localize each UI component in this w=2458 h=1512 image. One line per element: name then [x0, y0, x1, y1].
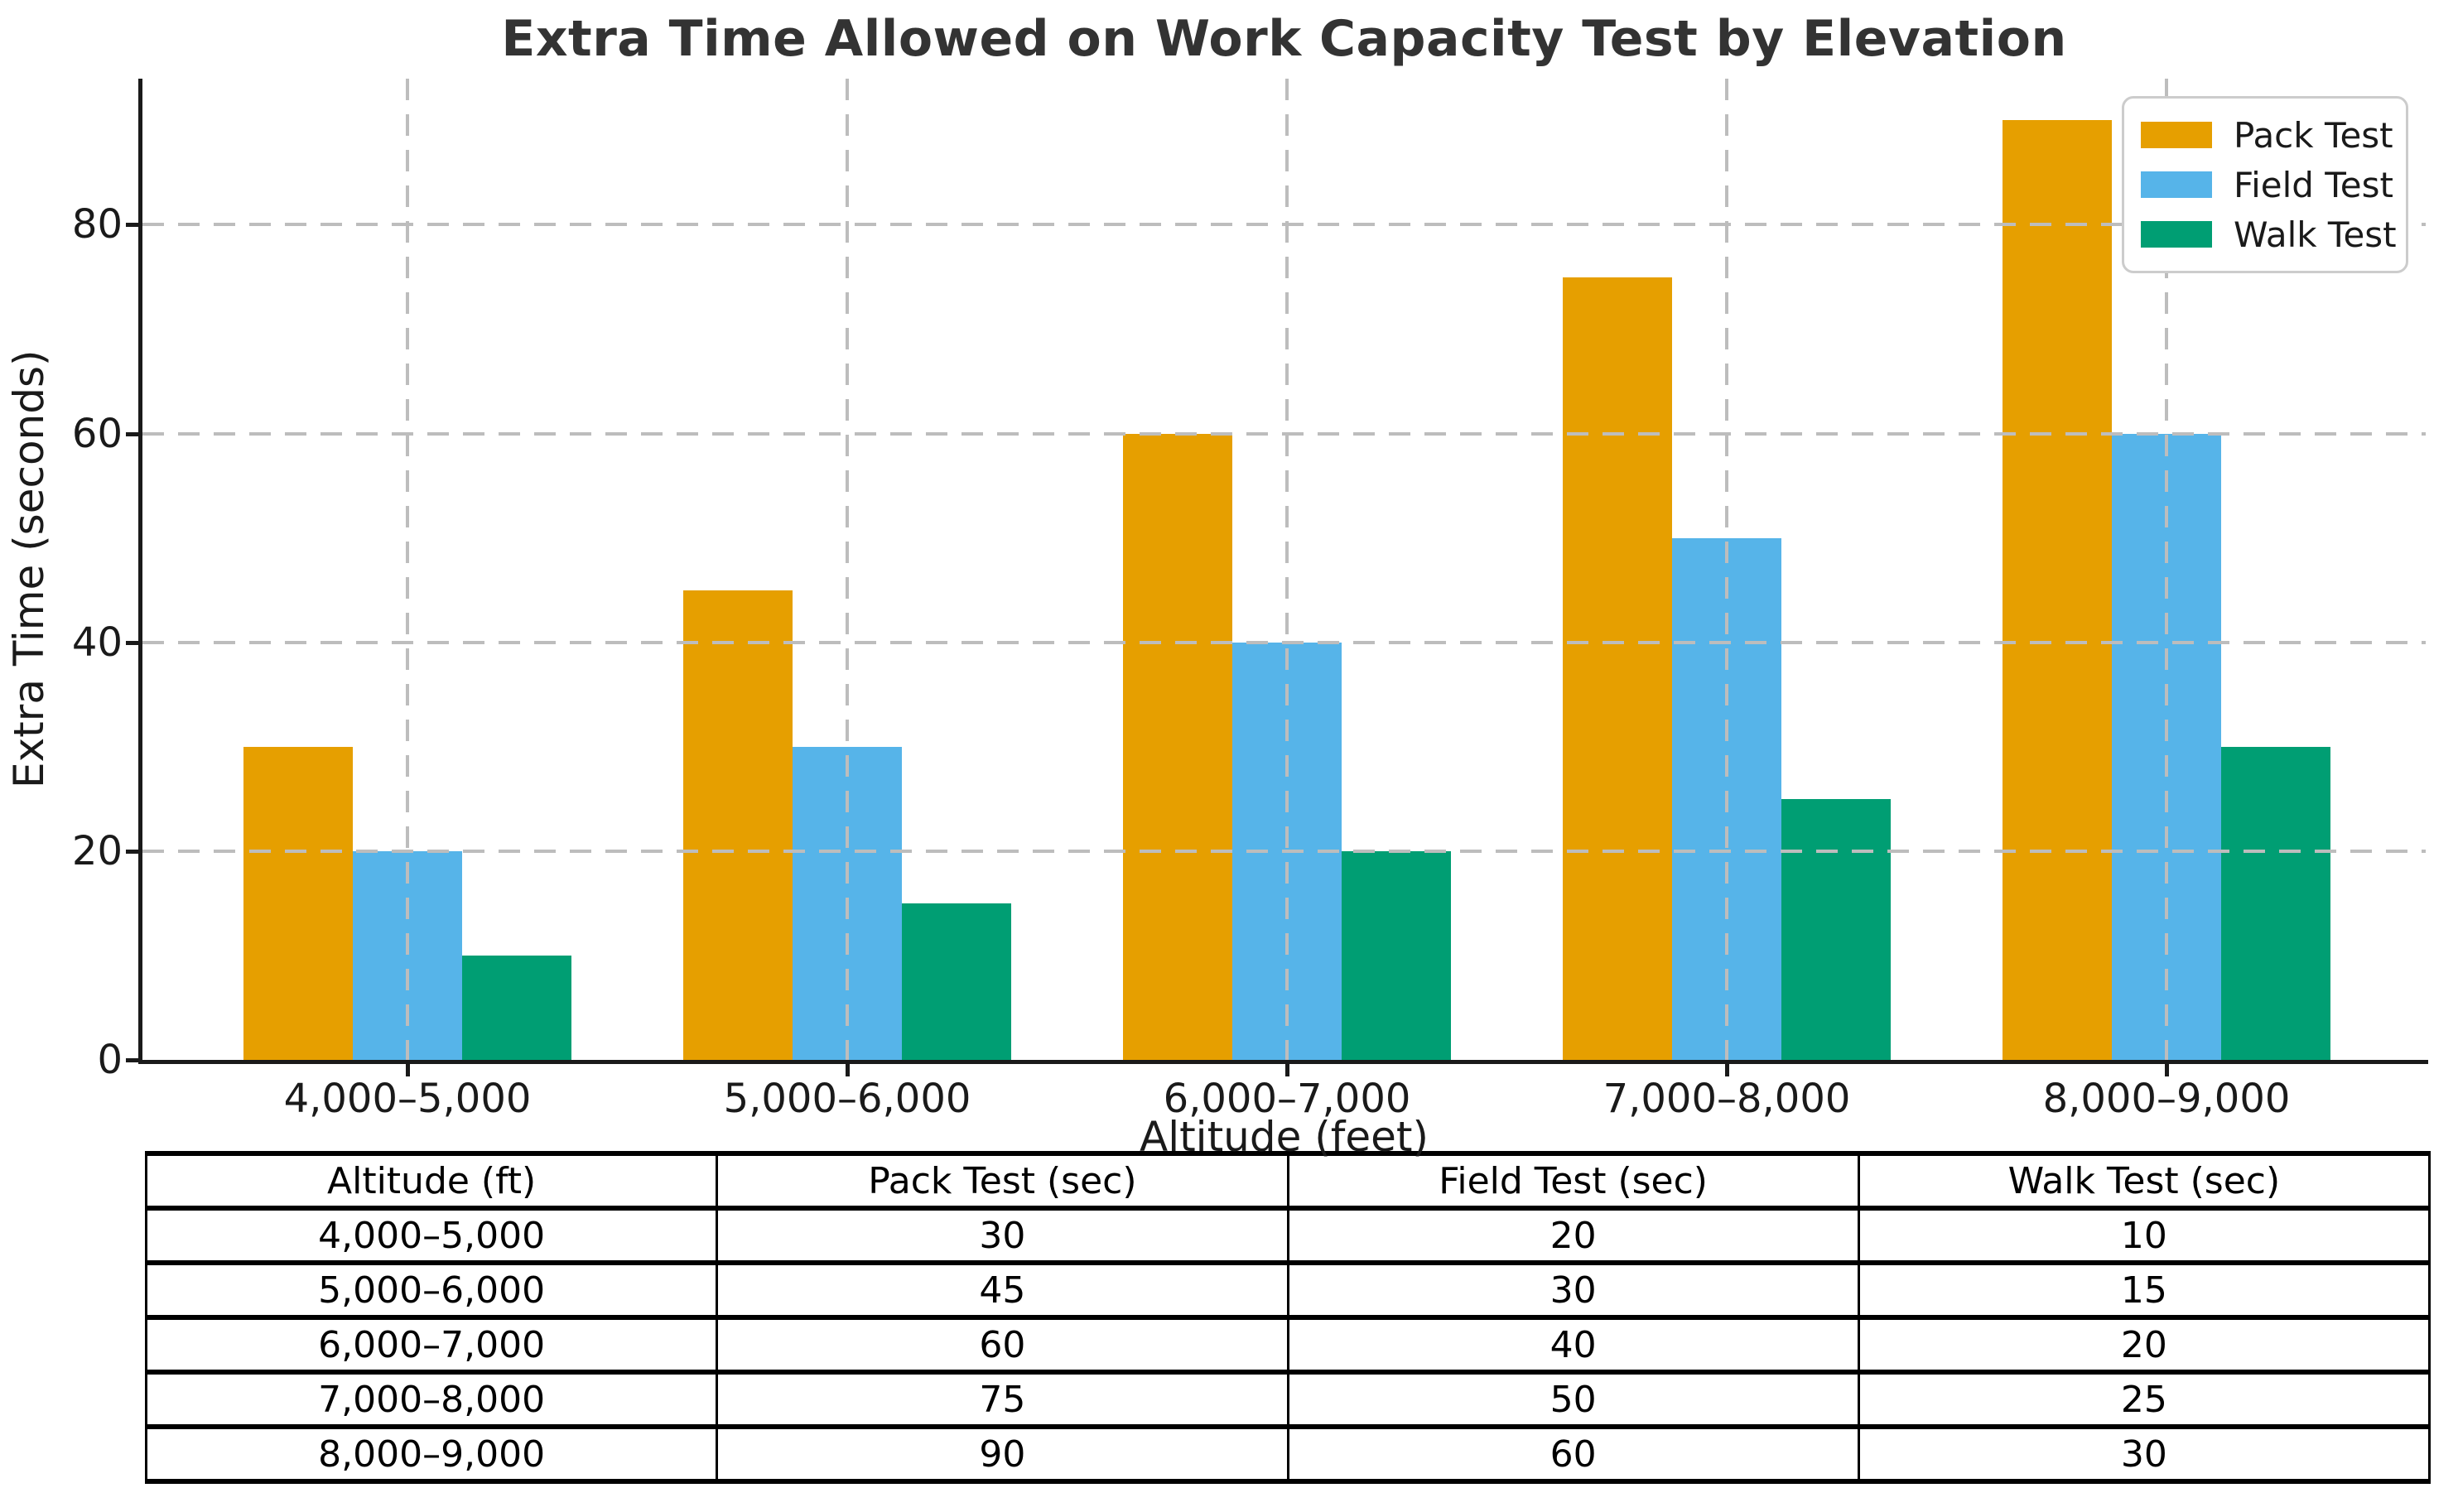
x-tick-mark	[846, 1064, 850, 1076]
x-axis-spine	[138, 1060, 2428, 1064]
table-header-cell: Walk Test (sec)	[1857, 1151, 2431, 1211]
bar-pack-test	[1123, 433, 1232, 1060]
legend-swatch-field-test	[2141, 171, 2212, 198]
table-row: 5,000–6,000 45 30 15	[144, 1260, 2431, 1320]
table-body: 4,000–5,000 30 20 10 5,000–6,000 45 30 15 6,000–…	[144, 1206, 2431, 1484]
v-gridline	[846, 79, 849, 1060]
x-tick-label: 7,000–8,000	[1603, 1076, 1851, 1122]
legend-item-label: Pack Test	[2234, 114, 2393, 156]
table-cell: 45	[716, 1260, 1289, 1320]
legend-item: Walk Test	[2141, 209, 2406, 259]
bar-pack-test	[683, 590, 793, 1060]
h-gridline	[142, 223, 2426, 227]
table-row: 6,000–7,000 60 40 20	[144, 1315, 2431, 1375]
table-header-cell: Field Test (sec)	[1286, 1151, 1860, 1211]
h-gridline	[142, 431, 2426, 436]
plot-area	[142, 79, 2426, 1060]
legend-item-label: Walk Test	[2234, 214, 2397, 255]
table-cell: 30	[1857, 1424, 2431, 1484]
x-tick-mark	[1285, 1064, 1289, 1076]
table-cell: 10	[1857, 1206, 2431, 1265]
bar-walk-test	[2221, 746, 2330, 1060]
y-axis-spine	[138, 79, 142, 1064]
table-cell: 6,000–7,000	[144, 1315, 719, 1375]
table-cell: 8,000–9,000	[144, 1424, 719, 1484]
bar-pack-test	[243, 746, 353, 1060]
table-cell: 90	[716, 1424, 1289, 1484]
table-cell: 20	[1286, 1206, 1860, 1265]
table-cell: 25	[1857, 1370, 2431, 1429]
v-gridline	[406, 79, 409, 1060]
y-tick-label: 20	[71, 827, 123, 874]
x-tick-label: 5,000–6,000	[723, 1076, 971, 1122]
y-tick-mark	[126, 640, 138, 645]
table-header-cell: Pack Test (sec)	[716, 1151, 1289, 1211]
y-tick-mark	[126, 1058, 138, 1062]
table-cell: 7,000–8,000	[144, 1370, 719, 1429]
x-tick-mark	[2165, 1064, 2169, 1076]
table-cell: 75	[716, 1370, 1289, 1429]
table-row: 8,000–9,000 90 60 30	[144, 1424, 2431, 1484]
y-tick-label: 60	[71, 410, 123, 457]
table-cell: 30	[1286, 1260, 1860, 1320]
table-cell: 30	[716, 1206, 1289, 1265]
bar-walk-test	[902, 903, 1011, 1060]
y-tick-label: 80	[71, 201, 123, 248]
h-gridline	[142, 849, 2426, 853]
y-tick-mark	[126, 431, 138, 436]
bar-walk-test	[462, 955, 571, 1060]
x-tick-label: 4,000–5,000	[283, 1076, 532, 1122]
bar-pack-test	[1563, 277, 1672, 1060]
h-gridline	[142, 640, 2426, 644]
table-cell: 20	[1857, 1315, 2431, 1375]
table-cell: 4,000–5,000	[144, 1206, 719, 1265]
table-cell: 60	[716, 1315, 1289, 1375]
v-gridline	[2165, 79, 2168, 1060]
x-tick-mark	[1725, 1064, 1729, 1076]
table-header-row: Altitude (ft) Pack Test (sec) Field Test (…	[144, 1151, 2431, 1211]
bar-pack-test	[2003, 120, 2112, 1060]
legend-swatch-walk-test	[2141, 221, 2212, 248]
table-head: Altitude (ft) Pack Test (sec) Field Test (…	[144, 1151, 2431, 1211]
x-axis-label: Altitude (feet)	[1139, 1113, 1429, 1161]
table-cell: 60	[1286, 1424, 1860, 1484]
table-cell: 50	[1286, 1370, 1860, 1429]
chart-title: Extra Time Allowed on Work Capacity Test…	[501, 10, 2067, 68]
table-row: 4,000–5,000 30 20 10	[144, 1206, 2431, 1265]
x-tick-label: 6,000–7,000	[1163, 1076, 1411, 1122]
legend: Pack Test Field Test Walk Test	[2122, 96, 2408, 273]
bar-walk-test	[1781, 798, 1891, 1060]
table-cell: 15	[1857, 1260, 2431, 1320]
legend-item-label: Field Test	[2234, 164, 2393, 205]
legend-item: Field Test	[2141, 160, 2406, 209]
y-tick-label: 0	[97, 1037, 123, 1083]
table-cell: 5,000–6,000	[144, 1260, 719, 1320]
v-gridline	[1285, 79, 1289, 1060]
x-tick-mark	[406, 1064, 410, 1076]
y-tick-mark	[126, 849, 138, 854]
legend-swatch-pack-test	[2141, 122, 2212, 148]
x-tick-label: 8,000–9,000	[2042, 1076, 2291, 1122]
table-cell: 40	[1286, 1315, 1860, 1375]
bar-walk-test	[1342, 850, 1451, 1060]
v-gridline	[1725, 79, 1728, 1060]
table-row: 7,000–8,000 75 50 25	[144, 1370, 2431, 1429]
y-tick-label: 40	[71, 619, 123, 666]
legend-item: Pack Test	[2141, 110, 2406, 160]
data-table: Altitude (ft) Pack Test (sec) Field Test (…	[144, 1151, 2431, 1484]
table-header-cell: Altitude (ft)	[144, 1151, 719, 1211]
y-tick-mark	[126, 223, 138, 228]
